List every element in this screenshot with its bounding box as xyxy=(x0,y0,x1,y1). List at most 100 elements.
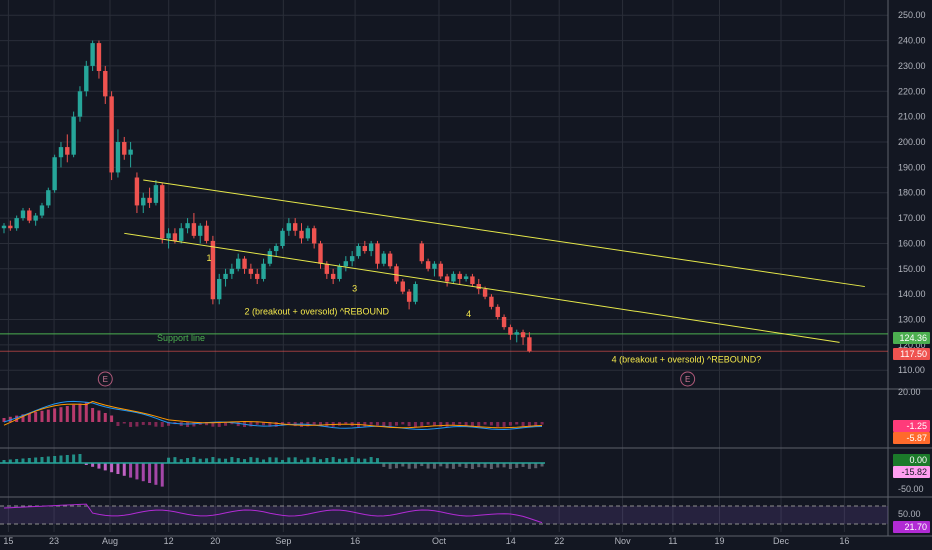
candle[interactable] xyxy=(470,273,475,287)
candle[interactable] xyxy=(33,213,38,226)
macd-histogram-bar xyxy=(236,422,240,427)
candle[interactable] xyxy=(451,271,456,285)
candle-body xyxy=(33,215,38,221)
candle[interactable] xyxy=(463,273,469,282)
candle[interactable] xyxy=(489,294,494,310)
momentum-bar xyxy=(255,457,259,463)
candle[interactable] xyxy=(356,243,361,259)
candle[interactable] xyxy=(109,91,114,181)
candle[interactable] xyxy=(400,278,405,295)
candle[interactable] xyxy=(343,256,349,272)
candle[interactable] xyxy=(438,261,443,279)
momentum-bar xyxy=(192,457,196,463)
earnings-marker[interactable]: E xyxy=(97,371,113,387)
candle[interactable] xyxy=(179,223,184,244)
candle[interactable] xyxy=(191,213,197,239)
candle[interactable] xyxy=(134,172,140,214)
candle[interactable] xyxy=(432,261,437,277)
candle[interactable] xyxy=(229,263,235,279)
candle[interactable] xyxy=(8,220,13,231)
candle-body xyxy=(160,185,165,239)
candle[interactable] xyxy=(128,142,133,168)
candle[interactable] xyxy=(387,251,393,269)
candle[interactable] xyxy=(166,228,171,249)
support-line-group[interactable]: Support line xyxy=(0,333,888,352)
candle[interactable] xyxy=(280,228,285,249)
candle[interactable] xyxy=(147,187,152,208)
candle[interactable] xyxy=(204,220,209,244)
candle[interactable] xyxy=(419,240,424,264)
macd-histogram-bar xyxy=(527,422,531,427)
candle-body xyxy=(185,223,190,229)
candle[interactable] xyxy=(153,180,159,206)
candle[interactable] xyxy=(90,40,95,72)
candle[interactable] xyxy=(457,271,462,285)
candle[interactable] xyxy=(286,218,292,236)
candle[interactable] xyxy=(368,240,374,257)
candle[interactable] xyxy=(1,223,7,234)
trendlines[interactable] xyxy=(124,179,865,343)
candlestick-series[interactable] xyxy=(1,40,532,353)
candle[interactable] xyxy=(337,263,342,282)
candle[interactable] xyxy=(311,225,317,249)
candle[interactable] xyxy=(508,324,513,340)
candle[interactable] xyxy=(14,215,19,231)
upper-trendline[interactable] xyxy=(143,179,865,288)
candle[interactable] xyxy=(103,65,108,104)
candle[interactable] xyxy=(84,60,89,97)
candle[interactable] xyxy=(305,225,311,241)
candle[interactable] xyxy=(160,182,165,244)
candle[interactable] xyxy=(349,251,355,267)
candle[interactable] xyxy=(330,268,336,285)
candle[interactable] xyxy=(375,240,380,269)
candle[interactable] xyxy=(58,142,64,168)
lower-trendline[interactable] xyxy=(124,232,840,343)
candle[interactable] xyxy=(292,218,298,236)
candle[interactable] xyxy=(242,256,247,274)
pane-separators xyxy=(0,0,932,537)
candle[interactable] xyxy=(185,218,190,234)
candle[interactable] xyxy=(299,223,304,244)
macd-histogram-bar xyxy=(268,422,272,427)
candle[interactable] xyxy=(406,289,412,310)
candle[interactable] xyxy=(27,207,32,224)
candle[interactable] xyxy=(495,304,500,320)
candle[interactable] xyxy=(255,268,260,285)
candle[interactable] xyxy=(381,251,386,267)
candle[interactable] xyxy=(476,278,481,295)
candle[interactable] xyxy=(115,129,121,178)
candle[interactable] xyxy=(217,273,222,305)
candle[interactable] xyxy=(444,273,450,287)
candle[interactable] xyxy=(501,314,507,330)
candle[interactable] xyxy=(77,86,83,122)
candle[interactable] xyxy=(39,202,45,219)
candle[interactable] xyxy=(514,329,519,343)
candle[interactable] xyxy=(198,223,203,244)
candle[interactable] xyxy=(413,281,418,305)
candle[interactable] xyxy=(141,192,146,214)
candle[interactable] xyxy=(46,187,51,208)
candle[interactable] xyxy=(52,154,57,193)
candle[interactable] xyxy=(236,253,241,272)
candle[interactable] xyxy=(223,268,228,287)
candle[interactable] xyxy=(261,258,266,282)
macd-histogram-bar xyxy=(8,416,12,422)
candle[interactable] xyxy=(122,136,127,160)
earnings-marker[interactable]: E xyxy=(680,371,696,387)
candle[interactable] xyxy=(425,258,431,272)
candle[interactable] xyxy=(273,243,279,257)
candle[interactable] xyxy=(527,332,532,353)
candle[interactable] xyxy=(362,240,368,254)
candle[interactable] xyxy=(267,248,273,267)
candle[interactable] xyxy=(96,40,102,79)
macd-signal-badge: -5.87 xyxy=(893,432,930,444)
candle[interactable] xyxy=(20,207,26,221)
candle[interactable] xyxy=(520,329,526,345)
candle[interactable] xyxy=(318,240,323,269)
candle[interactable] xyxy=(71,111,76,158)
candle[interactable] xyxy=(65,134,70,163)
candle[interactable] xyxy=(248,263,254,279)
candle[interactable] xyxy=(394,263,399,285)
